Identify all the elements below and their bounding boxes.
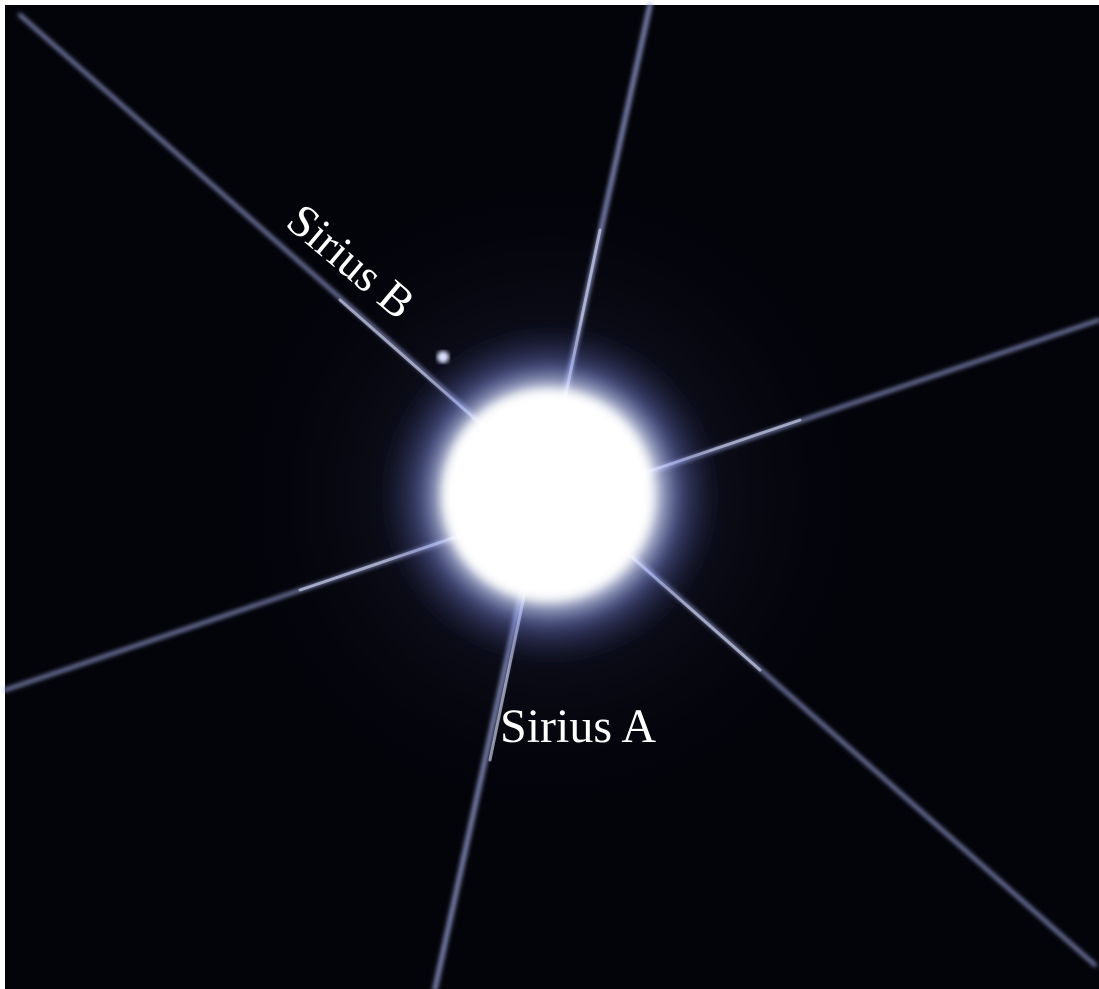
sirius-image: Sirius B Sirius A — [0, 0, 1099, 989]
sirius-a-label: Sirius A — [500, 700, 656, 753]
page: Sirius B Sirius A (() => { const data = … — [0, 0, 1099, 989]
sirius-b-star — [437, 351, 449, 363]
sirius-a-core — [443, 390, 653, 600]
